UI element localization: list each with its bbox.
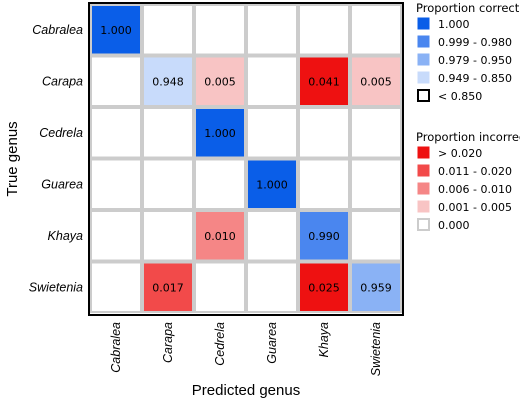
row-label: Khaya	[48, 229, 83, 243]
column-labels: Cabralea Carapa Cedrela Guarea Khaya Swieteni…	[109, 322, 383, 376]
column-label: Cedrela	[213, 322, 227, 366]
heatmap-cell	[90, 4, 142, 56]
column-label: Cabralea	[109, 322, 123, 373]
heatmap-cell	[246, 261, 298, 313]
heatmap-cell	[298, 261, 350, 313]
heatmap-cell	[350, 55, 402, 107]
legend-item-label: 0.999 - 0.980	[438, 36, 512, 49]
heatmap-cell	[298, 55, 350, 107]
legend-item-label: 1.000	[438, 18, 470, 31]
cell-value-label: 0.990	[308, 230, 340, 243]
heatmap-cell	[194, 4, 246, 56]
heatmap-cell	[194, 158, 246, 210]
legend-item-label: 0.000	[438, 219, 470, 232]
heatmap-cells: 1.000 0.948 0.005 0.041 0.005 1.000 1.000 0.010…	[90, 4, 402, 313]
heatmap-cell	[246, 210, 298, 262]
heatmap-cell	[142, 210, 194, 262]
legend-item-label: 0.949 - 0.850	[438, 72, 512, 85]
row-label: Cedrela	[39, 126, 83, 140]
heatmap-cell	[298, 107, 350, 159]
heatmap-cell	[194, 107, 246, 159]
legend-swatch	[417, 17, 430, 30]
legend-swatch	[417, 89, 430, 102]
heatmap-cell	[90, 55, 142, 107]
heatmap-cell	[298, 210, 350, 262]
heatmap-cell	[246, 4, 298, 56]
cell-value-label: 1.000	[100, 24, 132, 37]
row-label: Swietenia	[29, 280, 83, 294]
legend-item-label: 0.979 - 0.950	[438, 54, 512, 67]
legend-swatch	[417, 164, 430, 177]
heatmap-cell	[90, 158, 142, 210]
cell-value-label: 0.017	[152, 281, 184, 294]
legend-swatch	[417, 71, 430, 84]
heatmap-cell	[194, 261, 246, 313]
legend-item-label: > 0.020	[438, 147, 482, 160]
legend-title: Proportion correct	[416, 1, 520, 15]
heatmap-cell	[142, 107, 194, 159]
heatmap-cell	[350, 107, 402, 159]
cell-value-label: 0.948	[152, 75, 184, 88]
heatmap-cell	[142, 158, 194, 210]
row-label: Guarea	[41, 177, 83, 191]
cell-value-label: 1.000	[204, 127, 236, 140]
heatmap-cell	[246, 107, 298, 159]
y-axis-title: True genus	[4, 121, 21, 196]
x-axis-title: Predicted genus	[192, 382, 300, 399]
heatmap-cell	[90, 107, 142, 159]
legend-swatch	[417, 35, 430, 48]
heatmap-cell	[142, 261, 194, 313]
legend-item-label: 0.006 - 0.010	[438, 183, 512, 196]
row-labels: Cabralea Carapa Cedrela Guarea Khaya Swieteni…	[29, 23, 83, 295]
heatmap-cell	[194, 55, 246, 107]
column-label: Swietenia	[369, 322, 383, 376]
heatmap-cell	[350, 158, 402, 210]
legend-title: Proportion incorrect	[416, 130, 520, 144]
cell-value-label: 1.000	[256, 178, 288, 191]
row-label: Carapa	[42, 74, 83, 88]
heatmap-cell	[246, 158, 298, 210]
heatmap-cell	[298, 158, 350, 210]
column-label: Khaya	[317, 322, 331, 357]
heatmap-cell	[194, 210, 246, 262]
heatmap-cell	[350, 210, 402, 262]
heatmap-cell	[350, 4, 402, 56]
column-label: Carapa	[161, 322, 175, 363]
legend-item-label: < 0.850	[438, 90, 482, 103]
legend-swatch	[417, 53, 430, 66]
cell-value-label: 0.041	[308, 75, 340, 88]
heatmap-cell	[246, 55, 298, 107]
cell-value-label: 0.005	[204, 75, 236, 88]
heatmap-cell	[298, 4, 350, 56]
legend-swatch	[417, 146, 430, 159]
cell-value-label: 0.959	[360, 281, 392, 294]
heatmap-cell	[142, 4, 194, 56]
cell-value-label: 0.010	[204, 230, 236, 243]
legends: Proportion correct 1.000 0.999 - 0.980 0.97…	[416, 1, 520, 232]
heatmap-cell	[350, 261, 402, 313]
column-label: Guarea	[265, 322, 279, 364]
plot-frame	[88, 2, 404, 316]
legend-item-label: 0.001 - 0.005	[438, 201, 512, 214]
cell-value-label: 0.005	[360, 75, 392, 88]
cell-value-label: 0.025	[308, 281, 340, 294]
heatmap-cell	[142, 55, 194, 107]
row-label: Cabralea	[32, 23, 83, 37]
legend-swatch	[417, 218, 430, 231]
legend-item-label: 0.011 - 0.020	[438, 165, 512, 178]
heatmap-cell	[90, 261, 142, 313]
heatmap-cell	[90, 210, 142, 262]
legend-swatch	[417, 200, 430, 213]
legend-swatch	[417, 182, 430, 195]
